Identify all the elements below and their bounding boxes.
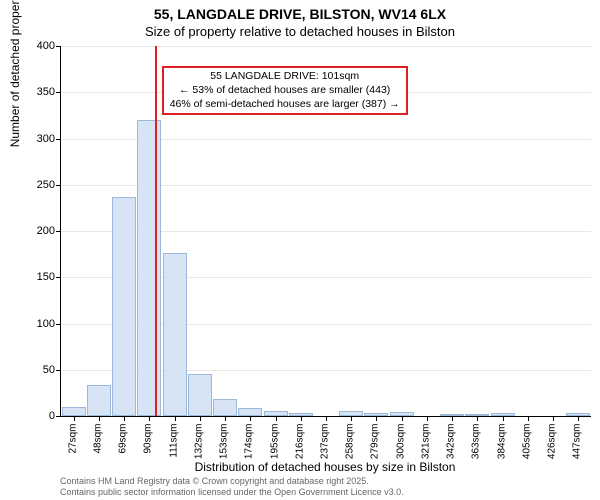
xtick-mark xyxy=(553,416,554,421)
xtick-mark xyxy=(477,416,478,421)
xtick-label: 48sqm xyxy=(92,424,103,464)
reference-line xyxy=(155,46,157,416)
xtick-label: 90sqm xyxy=(143,424,154,464)
xtick-mark xyxy=(99,416,100,421)
ytick-label: 300 xyxy=(15,133,55,145)
chart-title: 55, LANGDALE DRIVE, BILSTON, WV14 6LX xyxy=(0,6,600,22)
xtick-mark xyxy=(452,416,453,421)
gridline xyxy=(61,46,591,47)
histogram-bar xyxy=(137,120,161,416)
xtick-label: 111sqm xyxy=(168,424,179,464)
xtick-label: 237sqm xyxy=(320,424,331,464)
xtick-label: 342sqm xyxy=(446,424,457,464)
xtick-label: 405sqm xyxy=(521,424,532,464)
annotation-line: 55 LANGDALE DRIVE: 101sqm xyxy=(170,70,400,84)
ytick-mark xyxy=(56,370,61,371)
xtick-mark xyxy=(351,416,352,421)
footer-line2: Contains public sector information licen… xyxy=(60,487,404,498)
ytick-label: 0 xyxy=(15,410,55,422)
ytick-mark xyxy=(56,277,61,278)
histogram-bar xyxy=(87,385,111,416)
ytick-label: 200 xyxy=(15,225,55,237)
xtick-label: 69sqm xyxy=(118,424,129,464)
xtick-label: 426sqm xyxy=(547,424,558,464)
histogram-bar xyxy=(188,374,212,416)
ytick-mark xyxy=(56,185,61,186)
annotation-box: 55 LANGDALE DRIVE: 101sqm← 53% of detach… xyxy=(162,66,408,115)
footer-attribution: Contains HM Land Registry data © Crown c… xyxy=(60,476,404,498)
xtick-mark xyxy=(402,416,403,421)
ytick-label: 350 xyxy=(15,86,55,98)
xtick-label: 132sqm xyxy=(193,424,204,464)
xtick-label: 258sqm xyxy=(345,424,356,464)
annotation-line: 46% of semi-detached houses are larger (… xyxy=(170,98,400,112)
xtick-mark xyxy=(124,416,125,421)
xtick-label: 447sqm xyxy=(572,424,583,464)
xtick-mark xyxy=(175,416,176,421)
xtick-label: 174sqm xyxy=(244,424,255,464)
ytick-label: 100 xyxy=(15,318,55,330)
histogram-bar xyxy=(238,408,262,416)
xtick-mark xyxy=(200,416,201,421)
histogram-bar xyxy=(163,253,187,416)
xtick-mark xyxy=(376,416,377,421)
xtick-mark xyxy=(250,416,251,421)
ytick-label: 250 xyxy=(15,179,55,191)
xtick-mark xyxy=(578,416,579,421)
xtick-mark xyxy=(427,416,428,421)
histogram-bar xyxy=(213,399,237,416)
plot-area: 55 LANGDALE DRIVE: 101sqm← 53% of detach… xyxy=(60,46,591,417)
xtick-label: 384sqm xyxy=(496,424,507,464)
y-axis-label: Number of detached properties xyxy=(8,0,22,147)
xtick-label: 363sqm xyxy=(471,424,482,464)
xtick-mark xyxy=(225,416,226,421)
annotation-line: ← 53% of detached houses are smaller (44… xyxy=(170,84,400,98)
footer-line1: Contains HM Land Registry data © Crown c… xyxy=(60,476,404,487)
xtick-mark xyxy=(503,416,504,421)
ytick-mark xyxy=(56,92,61,93)
ytick-mark xyxy=(56,231,61,232)
xtick-mark xyxy=(528,416,529,421)
ytick-label: 400 xyxy=(15,40,55,52)
histogram-bar xyxy=(112,197,136,416)
xtick-label: 153sqm xyxy=(219,424,230,464)
xtick-label: 300sqm xyxy=(395,424,406,464)
xtick-mark xyxy=(326,416,327,421)
ytick-mark xyxy=(56,46,61,47)
xtick-label: 195sqm xyxy=(269,424,280,464)
xtick-mark xyxy=(149,416,150,421)
histogram-bar xyxy=(62,407,86,416)
ytick-label: 150 xyxy=(15,271,55,283)
xtick-label: 279sqm xyxy=(370,424,381,464)
xtick-label: 27sqm xyxy=(67,424,78,464)
ytick-label: 50 xyxy=(15,364,55,376)
ytick-mark xyxy=(56,324,61,325)
xtick-mark xyxy=(74,416,75,421)
xtick-mark xyxy=(301,416,302,421)
xtick-label: 321sqm xyxy=(420,424,431,464)
xtick-label: 216sqm xyxy=(294,424,305,464)
ytick-mark xyxy=(56,139,61,140)
xtick-mark xyxy=(276,416,277,421)
ytick-mark xyxy=(56,416,61,417)
chart-subtitle: Size of property relative to detached ho… xyxy=(0,24,600,39)
